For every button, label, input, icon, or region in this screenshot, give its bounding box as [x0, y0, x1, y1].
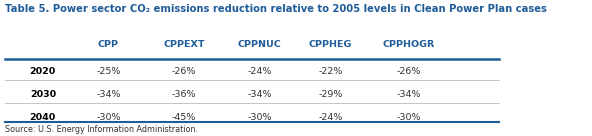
- Text: -34%: -34%: [247, 90, 272, 99]
- Text: -34%: -34%: [96, 90, 121, 99]
- Text: -26%: -26%: [172, 67, 197, 76]
- Text: Source: U.S. Energy Information Administration.: Source: U.S. Energy Information Administ…: [5, 125, 198, 134]
- Text: 2020: 2020: [30, 67, 56, 76]
- Text: -30%: -30%: [247, 113, 272, 122]
- Text: -36%: -36%: [172, 90, 197, 99]
- Text: 2030: 2030: [30, 90, 56, 99]
- Text: CPPEXT: CPPEXT: [163, 40, 205, 49]
- Text: CPP: CPP: [98, 40, 119, 49]
- Text: -29%: -29%: [318, 90, 343, 99]
- Text: CPPHOGR: CPPHOGR: [382, 40, 435, 49]
- Text: -26%: -26%: [396, 67, 421, 76]
- Text: -22%: -22%: [318, 67, 343, 76]
- Text: -24%: -24%: [247, 67, 272, 76]
- Text: -30%: -30%: [396, 113, 421, 122]
- Text: CPPNUC: CPPNUC: [238, 40, 282, 49]
- Text: -34%: -34%: [396, 90, 421, 99]
- Text: -30%: -30%: [96, 113, 121, 122]
- Text: -25%: -25%: [96, 67, 121, 76]
- Text: 2040: 2040: [30, 113, 56, 122]
- Text: -45%: -45%: [172, 113, 197, 122]
- Text: -24%: -24%: [318, 113, 343, 122]
- Text: Table 5. Power sector CO₂ emissions reduction relative to 2005 levels in Clean P: Table 5. Power sector CO₂ emissions redu…: [5, 4, 547, 14]
- Text: CPPHEG: CPPHEG: [308, 40, 352, 49]
